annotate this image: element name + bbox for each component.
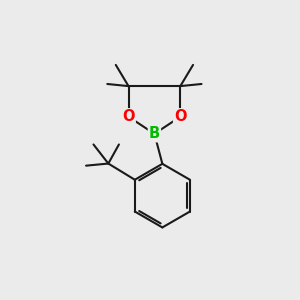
Text: O: O [122, 109, 135, 124]
Text: B: B [149, 126, 160, 141]
Text: O: O [174, 109, 187, 124]
